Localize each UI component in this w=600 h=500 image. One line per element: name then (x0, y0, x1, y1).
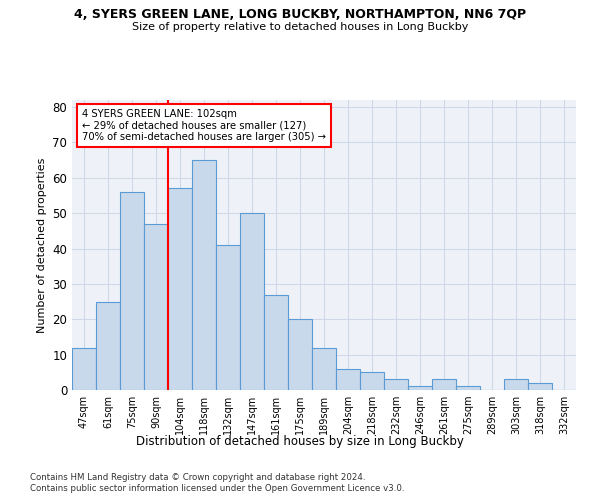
Text: 4 SYERS GREEN LANE: 102sqm
← 29% of detached houses are smaller (127)
70% of sem: 4 SYERS GREEN LANE: 102sqm ← 29% of deta… (82, 108, 326, 142)
Bar (192, 160, 216, 390)
Bar (96, 302, 120, 390)
Bar (288, 320, 312, 390)
Bar (144, 224, 168, 390)
Bar (168, 188, 192, 390)
Bar (216, 245, 240, 390)
Text: Contains HM Land Registry data © Crown copyright and database right 2024.: Contains HM Land Registry data © Crown c… (30, 472, 365, 482)
Bar (408, 386, 432, 390)
Y-axis label: Number of detached properties: Number of detached properties (37, 158, 47, 332)
Bar (264, 294, 288, 390)
Text: Distribution of detached houses by size in Long Buckby: Distribution of detached houses by size … (136, 435, 464, 448)
Bar (240, 213, 264, 390)
Bar (72, 348, 96, 390)
Text: Contains public sector information licensed under the Open Government Licence v3: Contains public sector information licen… (30, 484, 404, 493)
Bar (384, 380, 408, 390)
Bar (432, 380, 456, 390)
Bar (528, 383, 552, 390)
Bar (360, 372, 384, 390)
Bar (336, 369, 360, 390)
Text: Size of property relative to detached houses in Long Buckby: Size of property relative to detached ho… (132, 22, 468, 32)
Bar (504, 380, 528, 390)
Bar (456, 386, 480, 390)
Bar (312, 348, 336, 390)
Text: 4, SYERS GREEN LANE, LONG BUCKBY, NORTHAMPTON, NN6 7QP: 4, SYERS GREEN LANE, LONG BUCKBY, NORTHA… (74, 8, 526, 20)
Bar (120, 192, 144, 390)
